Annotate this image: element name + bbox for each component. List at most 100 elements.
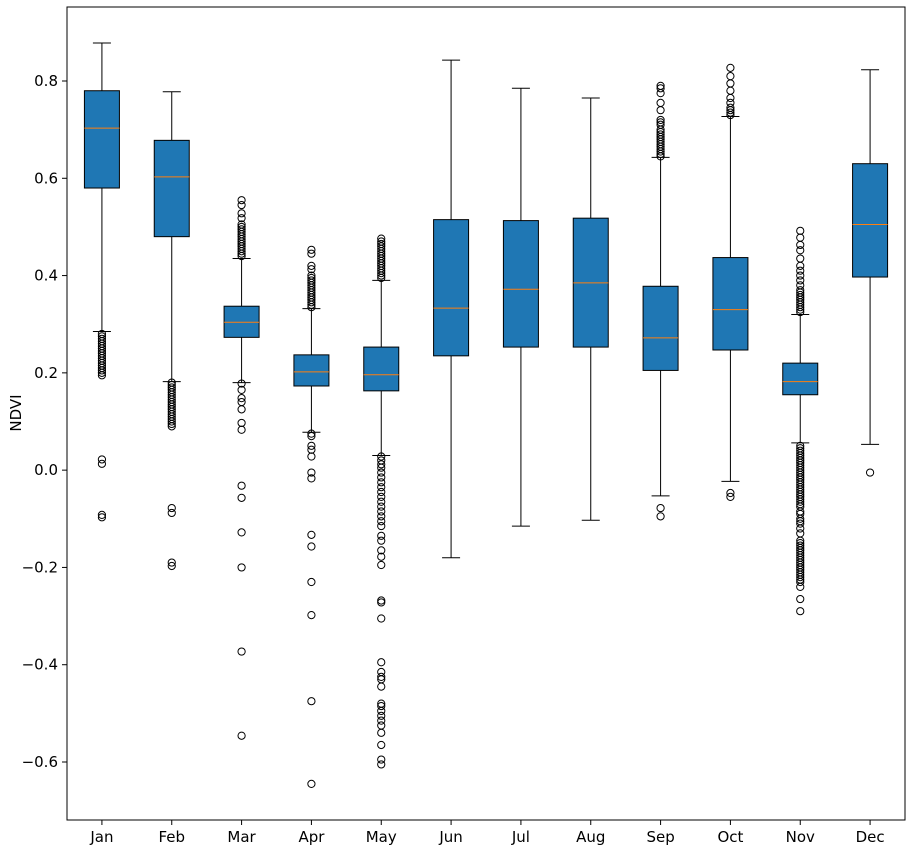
x-tick-label: Oct xyxy=(717,828,743,846)
outlier-point xyxy=(796,305,805,314)
outlier-point xyxy=(377,536,386,545)
box-iqr xyxy=(852,163,889,278)
outlier-point xyxy=(307,303,316,312)
outlier-point xyxy=(796,307,805,317)
box-iqr xyxy=(642,285,679,371)
outlier-point xyxy=(377,517,386,526)
x-tick-label: May xyxy=(366,828,397,846)
outlier-point xyxy=(656,89,665,98)
outlier-point xyxy=(167,419,176,429)
outlier-point xyxy=(307,542,316,551)
outlier-point xyxy=(307,610,316,620)
outlier-point xyxy=(237,405,246,414)
outlier-point xyxy=(656,115,665,125)
outlier-point xyxy=(307,265,316,274)
outlier-point xyxy=(377,487,386,497)
x-axis: Jan Feb Mar Apr May Jun Jul Aug Sep Oct Nov Dec xyxy=(89,820,885,846)
outlier-point xyxy=(377,672,386,681)
outlier-point xyxy=(237,196,246,205)
outlier-point xyxy=(796,303,805,312)
outlier-point xyxy=(237,379,246,388)
outlier-point xyxy=(656,147,665,156)
outlier-point xyxy=(377,546,386,555)
outlier-point xyxy=(656,84,665,93)
outlier-point xyxy=(656,152,665,161)
box-group-aug xyxy=(572,97,609,521)
x-tick-label: Jul xyxy=(511,828,530,846)
box-iqr xyxy=(433,219,470,357)
outlier-point xyxy=(377,463,386,472)
outlier-point xyxy=(726,63,735,72)
outlier-point xyxy=(307,431,316,441)
box-group-apr xyxy=(293,245,330,788)
outlier-point xyxy=(377,760,386,769)
outlier-point xyxy=(377,460,386,469)
outlier-point xyxy=(796,524,805,533)
y-tick-label: 0.8 xyxy=(34,72,58,90)
outlier-point xyxy=(796,582,805,591)
outlier-point xyxy=(796,240,805,250)
x-tick-label: Apr xyxy=(298,828,325,846)
outlier-point xyxy=(796,514,805,523)
outlier-point xyxy=(796,577,805,587)
outlier-point xyxy=(307,300,316,309)
chart-marks xyxy=(83,42,889,788)
outlier-point xyxy=(377,728,386,737)
outlier-point xyxy=(377,497,386,506)
outlier-point xyxy=(796,261,805,270)
outlier-point xyxy=(377,234,386,243)
outlier-point xyxy=(796,519,805,528)
box-group-nov xyxy=(782,226,819,616)
outlier-point xyxy=(307,697,316,706)
outlier-point xyxy=(237,200,246,210)
outlier-point xyxy=(656,149,665,159)
outlier-point xyxy=(726,492,735,501)
outlier-point xyxy=(97,459,107,468)
outlier-point xyxy=(377,552,386,561)
outlier-point xyxy=(796,246,805,255)
box-iqr xyxy=(712,257,749,351)
outlier-point xyxy=(377,478,386,487)
outlier-point xyxy=(377,706,386,716)
outlier-point xyxy=(377,701,386,711)
box-group-may xyxy=(363,234,400,769)
box-group-jun xyxy=(433,59,470,559)
outlier-point xyxy=(377,492,386,501)
x-tick-label: Mar xyxy=(227,828,256,846)
box-group-jan xyxy=(83,42,120,522)
outlier-point xyxy=(377,468,386,477)
outlier-point xyxy=(237,385,246,394)
box-iqr xyxy=(293,354,330,387)
outlier-point xyxy=(97,455,107,464)
outlier-point xyxy=(377,273,386,283)
outlier-point xyxy=(307,474,316,483)
y-tick-label: 0.2 xyxy=(34,364,58,382)
outlier-point xyxy=(237,563,246,572)
outlier-point xyxy=(97,371,107,380)
y-tick-label: 0.6 xyxy=(34,169,58,187)
outlier-point xyxy=(377,716,386,725)
outlier-point xyxy=(377,512,386,521)
x-tick-label: Feb xyxy=(158,828,185,846)
outlier-point xyxy=(796,266,805,275)
outlier-point xyxy=(377,452,386,461)
outlier-point xyxy=(237,394,246,403)
outlier-point xyxy=(726,106,735,115)
y-tick-label: −0.4 xyxy=(22,656,58,674)
outlier-point xyxy=(796,607,805,616)
outlier-point xyxy=(377,269,386,278)
outlier-point xyxy=(796,276,805,285)
outlier-point xyxy=(377,531,386,540)
outlier-point xyxy=(97,368,107,377)
outlier-point xyxy=(307,429,316,438)
x-tick-label: Nov xyxy=(786,828,815,846)
outlier-point xyxy=(237,252,246,261)
outlier-point xyxy=(726,488,735,498)
outlier-point xyxy=(726,110,735,120)
box-group-dec xyxy=(852,69,889,477)
outlier-point xyxy=(237,731,246,740)
outlier-point xyxy=(97,510,107,519)
